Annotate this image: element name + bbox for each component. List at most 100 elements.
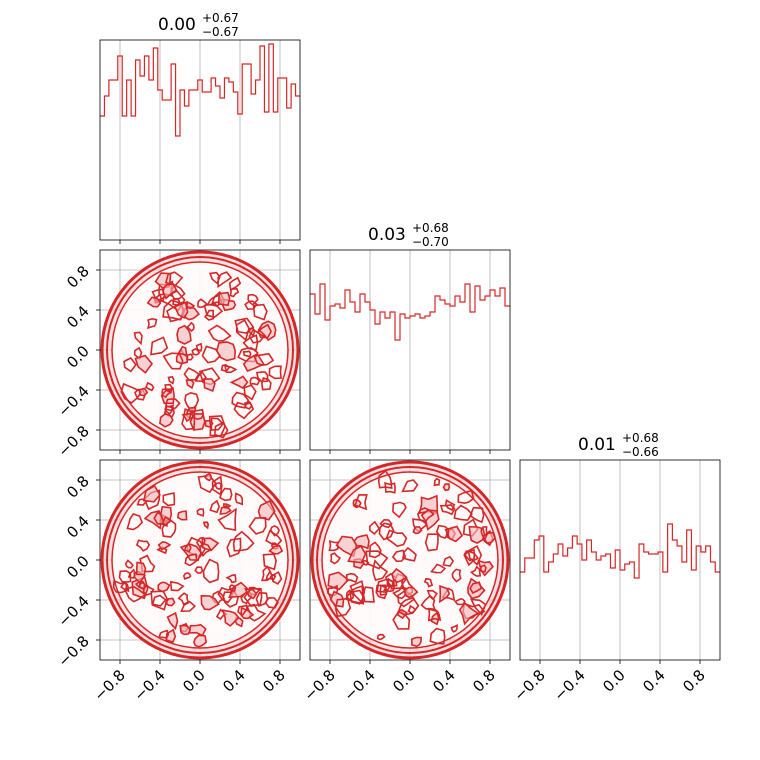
x-tick-label: −0.8 (510, 666, 548, 704)
density-contour (166, 611, 179, 631)
density-contour (162, 492, 176, 507)
density-contour (151, 594, 167, 607)
x-tick-label: 0.8 (469, 666, 499, 696)
density-contour (207, 324, 232, 342)
density-contour (391, 567, 408, 584)
density-contour (164, 271, 184, 287)
y-tick-label: −0.4 (54, 592, 92, 630)
density-contour (197, 298, 208, 309)
density-contour (232, 530, 255, 552)
density-contour (402, 546, 417, 562)
histogram-step (100, 43, 300, 137)
density-contour (194, 370, 207, 383)
density-contour (161, 388, 172, 399)
density-contour (260, 376, 272, 391)
x-tick-label: −0.4 (340, 666, 378, 704)
density-contour (345, 572, 359, 584)
density-contour (164, 398, 181, 412)
density-contour (184, 553, 198, 567)
x-tick-label: −0.8 (300, 666, 338, 704)
density-contour (217, 291, 231, 307)
density-contour (228, 581, 251, 599)
density-contour (206, 294, 223, 308)
density-contour (435, 524, 450, 540)
density-boundary (106, 256, 294, 444)
panel-title-lower-error: −0.67 (202, 25, 239, 39)
density-contour (349, 589, 365, 605)
density-contour (392, 610, 411, 630)
density-contour (334, 597, 352, 618)
density-contour (242, 352, 265, 373)
density-contour (183, 542, 192, 553)
density-contour (202, 558, 220, 584)
density-contour (158, 629, 170, 639)
density-contour (173, 301, 189, 319)
density-contour (442, 555, 455, 567)
x-tick-label: 0.0 (179, 666, 209, 696)
density-contour (217, 271, 233, 289)
density-contour (261, 565, 273, 582)
density-contour (142, 583, 155, 596)
density-contour (372, 559, 389, 581)
density-contour (412, 526, 423, 535)
density-contour (426, 589, 438, 601)
panel-title-upper-error: +0.68 (412, 221, 449, 235)
density-contour (330, 552, 341, 565)
x-tick-label: −0.8 (90, 666, 128, 704)
density-contour (379, 518, 393, 529)
panel-title-upper-error: +0.68 (622, 431, 659, 445)
density-contour (191, 347, 201, 356)
density-contour (269, 525, 280, 537)
density-contours (310, 460, 510, 660)
density-contour (469, 581, 483, 595)
density-contour (463, 550, 479, 567)
density-contour (176, 324, 192, 345)
density-contour (161, 515, 172, 527)
density-contour (180, 600, 196, 613)
density-contour (480, 526, 489, 537)
density-contour (376, 633, 386, 641)
density-contour (177, 345, 188, 356)
x-tick-label: 0.8 (259, 666, 289, 696)
density-panel: −0.8 −0.4 0.0 0.4 0.8−0.8−0.40.00.40.8 (54, 459, 301, 705)
density-contour (203, 378, 216, 392)
density-contours (100, 460, 300, 660)
density-contour (248, 516, 267, 535)
density-contour (268, 365, 282, 380)
density-contour (181, 412, 192, 422)
density-contour (225, 574, 237, 584)
density-contour (145, 381, 155, 392)
density-panel: −0.8−0.4 0.0 0.4 0.8 (54, 249, 301, 461)
density-contour (376, 578, 391, 594)
histogram-step (310, 283, 510, 341)
density-contour (146, 296, 162, 308)
y-tick-label: 0.4 (63, 512, 93, 542)
density-contour (401, 479, 419, 493)
panel-title-upper-error: +0.67 (202, 11, 239, 25)
density-contour (194, 566, 204, 574)
density-contour (138, 387, 149, 397)
density-contour (203, 302, 224, 319)
density-contour (229, 375, 249, 390)
density-contour (234, 317, 255, 334)
panel-title-lower-error: −0.66 (622, 445, 659, 459)
density-contour (469, 565, 482, 577)
density-contour (242, 350, 252, 358)
density-contour (229, 584, 237, 592)
density-contour (196, 508, 205, 517)
density-contour (433, 477, 441, 487)
density-contour (257, 323, 273, 339)
density-contour (223, 364, 238, 374)
density-contour (404, 586, 419, 599)
density-contour (213, 421, 229, 439)
density-contour (195, 342, 203, 353)
density-contour (368, 520, 381, 535)
density-contour (345, 589, 355, 601)
y-tick-label: 0.8 (63, 262, 93, 292)
density-contour (195, 536, 206, 548)
density-contour (126, 513, 144, 531)
y-tick-label: 0.0 (63, 342, 93, 372)
density-contour (244, 300, 259, 311)
density-contour (120, 582, 130, 593)
density-contour (118, 570, 132, 583)
